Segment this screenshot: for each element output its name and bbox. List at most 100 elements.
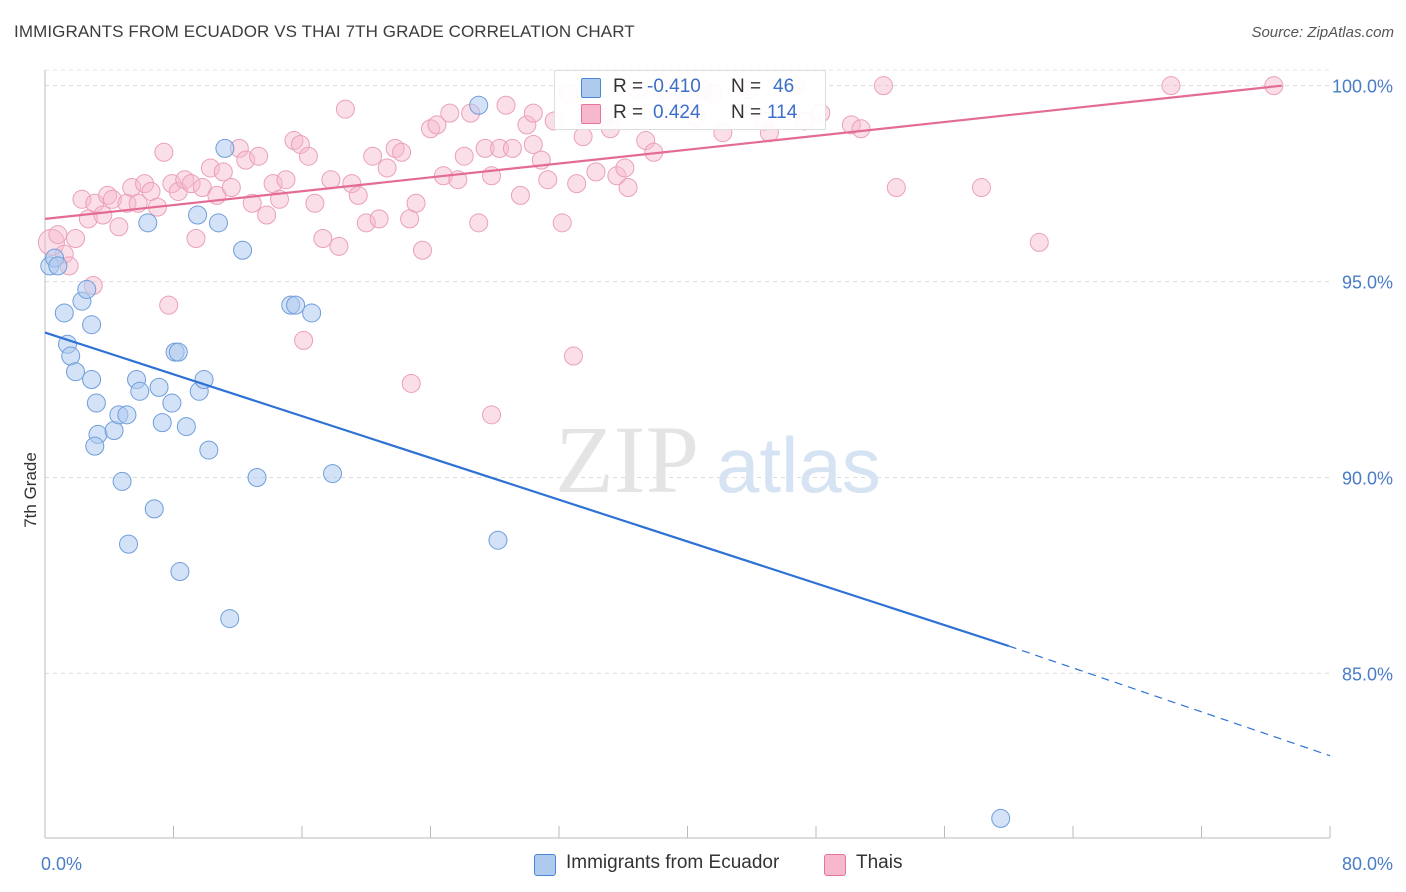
thai-point xyxy=(851,119,871,139)
thai-point xyxy=(242,193,262,213)
watermark-zip: ZIP xyxy=(555,406,699,513)
y-tick-label: 85.0% xyxy=(1342,664,1393,684)
thai-point xyxy=(48,225,68,245)
thai-point xyxy=(356,213,376,233)
thai-point xyxy=(482,405,502,425)
thai-point xyxy=(586,162,606,182)
ecuador-point xyxy=(286,295,306,315)
thai-point xyxy=(200,158,220,178)
ecuador-point xyxy=(176,417,196,437)
thai-point xyxy=(159,295,179,315)
ecuador-point xyxy=(991,808,1011,828)
legend-label-thais: Thais xyxy=(856,852,903,873)
legend-label-ecuador: Immigrants from Ecuador xyxy=(566,852,780,873)
y-tick-labels: 85.0% 90.0% 95.0% 100.0% xyxy=(1332,77,1393,685)
thai-point xyxy=(873,76,893,96)
thai-point xyxy=(517,115,537,135)
ecuador-point xyxy=(152,413,172,433)
ecuador-legend-swatch xyxy=(534,854,556,876)
thai-point xyxy=(573,127,593,147)
thai-point xyxy=(257,205,277,225)
ecuador-point xyxy=(220,609,240,629)
thai-point xyxy=(496,95,516,115)
ecuador-point xyxy=(48,256,68,276)
thai-point xyxy=(538,170,558,190)
thai-point xyxy=(618,178,638,198)
watermark-atlas: atlas xyxy=(716,421,881,509)
thai-point xyxy=(329,236,349,256)
ecuador-point xyxy=(85,436,105,456)
thai-point xyxy=(427,115,447,135)
thai-point xyxy=(117,193,137,213)
thai-point xyxy=(523,134,543,154)
ecuador-point xyxy=(162,393,182,413)
thai-point xyxy=(607,166,627,186)
ecuador-point xyxy=(188,205,208,225)
ecuador-point xyxy=(86,393,106,413)
ecuador-point xyxy=(66,362,86,382)
ecuador-point xyxy=(247,468,267,488)
thai-trend-line xyxy=(44,84,1282,220)
thai-legend-swatch xyxy=(824,854,846,876)
legend-r-label: R = xyxy=(613,102,644,123)
thai-swatch xyxy=(581,104,601,124)
legend-r-value: -0.410 xyxy=(647,76,701,97)
legend-n-label: N = xyxy=(731,102,762,123)
ecuador-point xyxy=(215,138,235,158)
thai-point xyxy=(313,228,333,248)
thai-point xyxy=(181,174,201,194)
thai-point xyxy=(249,146,269,166)
thai-point xyxy=(162,174,182,194)
ecuador-point xyxy=(208,213,228,233)
ecuador-point xyxy=(82,315,102,335)
legend-n-value: 114 xyxy=(767,102,798,123)
correlation-legend: R = -0.410 N = 46 R = 0.424 N = 114 xyxy=(554,70,826,130)
thai-point xyxy=(454,146,474,166)
ecuador-point xyxy=(323,464,343,484)
thai-point xyxy=(363,146,383,166)
thai-point xyxy=(377,158,397,178)
ecuador-point xyxy=(138,213,158,233)
x-tick-labels: 0.0% 80.0% xyxy=(41,854,1393,874)
thai-point xyxy=(567,174,587,194)
thai-point xyxy=(412,240,432,260)
ecuador-point xyxy=(54,303,74,323)
thai-point xyxy=(294,330,314,350)
trend-lines xyxy=(44,84,1331,757)
thai-point xyxy=(510,185,530,205)
thai-point xyxy=(335,99,355,119)
thai-point xyxy=(213,162,233,182)
y-axis-label: 7th Grade xyxy=(21,452,40,528)
thai-point xyxy=(342,174,362,194)
ecuador-point xyxy=(488,530,508,550)
ecuador-point xyxy=(77,279,97,299)
source-credit: Source: ZipAtlas.com xyxy=(1251,24,1394,41)
thai-point xyxy=(321,170,341,190)
thai-point xyxy=(348,185,368,205)
ecuador-point xyxy=(199,440,219,460)
thai-point xyxy=(276,170,296,190)
thai-point xyxy=(1161,76,1181,96)
x-tick-label: 80.0% xyxy=(1342,854,1393,874)
thai-point xyxy=(502,138,522,158)
ecuador-point xyxy=(469,95,489,115)
ecuador-point xyxy=(130,381,150,401)
ecuador-point xyxy=(112,471,132,491)
thai-point xyxy=(552,213,572,233)
thai-point xyxy=(636,131,656,151)
ecuador-point xyxy=(168,342,188,362)
thai-point xyxy=(290,134,310,154)
thai-point xyxy=(305,193,325,213)
thai-point xyxy=(392,142,412,162)
thai-point xyxy=(109,217,129,237)
thai-point xyxy=(841,115,861,135)
thai-point xyxy=(102,189,122,209)
thai-point xyxy=(406,193,426,213)
ecuador-point xyxy=(144,499,164,519)
ecuador-point xyxy=(117,405,137,425)
thai-point xyxy=(971,178,991,198)
thai-point xyxy=(475,138,495,158)
thai-point xyxy=(72,189,92,209)
legend-n-value: 46 xyxy=(773,76,795,97)
thai-point xyxy=(154,142,174,162)
